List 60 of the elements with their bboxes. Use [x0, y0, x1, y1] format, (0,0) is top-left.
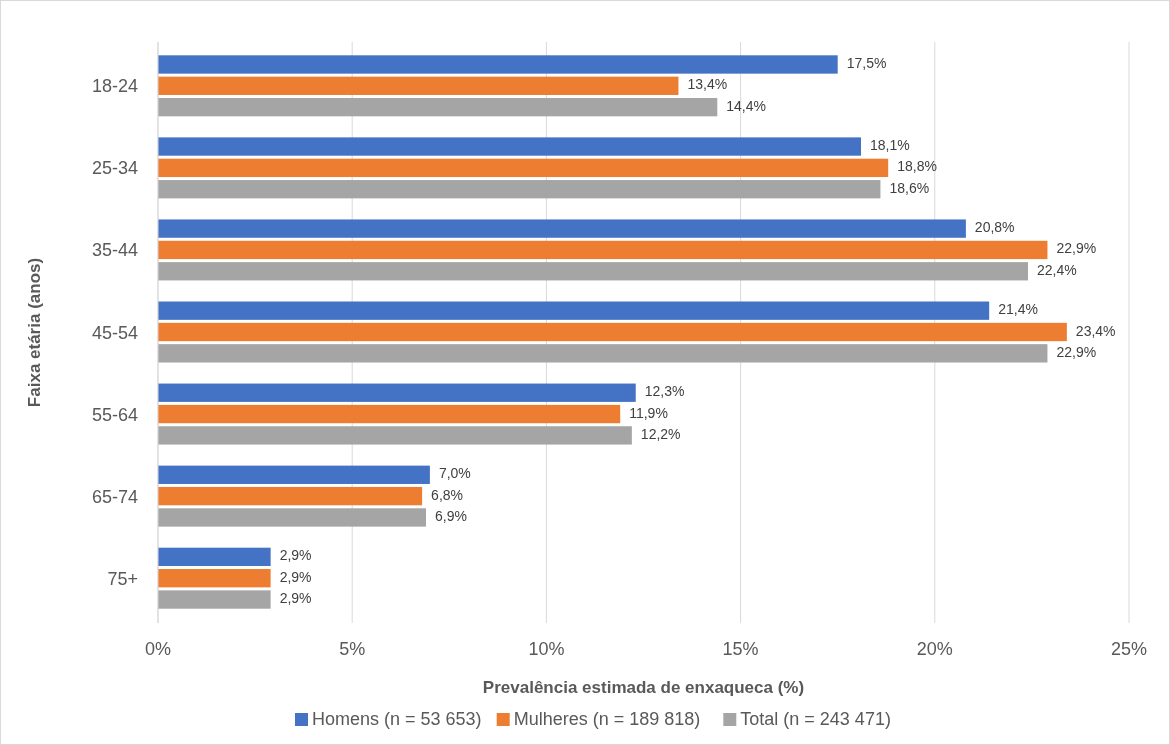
data-label: 13,4% — [687, 76, 728, 93]
data-label: 11,9% — [629, 404, 668, 421]
bar — [158, 486, 423, 506]
bar — [158, 55, 838, 74]
bar — [158, 426, 632, 445]
x-axis-title: Prevalência estimada de enxaqueca (%) — [482, 678, 805, 697]
bar — [158, 404, 621, 424]
bar — [158, 383, 636, 402]
x-tick-label: 20% — [916, 639, 953, 659]
data-label: 22,4% — [1037, 261, 1077, 278]
bar — [158, 76, 679, 95]
bar — [158, 158, 889, 178]
bar — [158, 137, 861, 156]
bar — [158, 569, 271, 588]
data-label: 7,0% — [438, 465, 471, 482]
data-label: 22,9% — [1056, 240, 1097, 257]
legend-label: Homens (n = 53 653) — [312, 709, 482, 729]
data-label: 2,9% — [279, 590, 312, 607]
bar — [158, 219, 966, 238]
data-label: 6,8% — [431, 486, 464, 503]
y-tick-label: 18-24 — [91, 76, 138, 97]
legend-label: Mulheres (n = 189 818) — [513, 709, 701, 729]
data-label: 18,6% — [889, 179, 930, 196]
bar — [158, 465, 430, 484]
bar — [158, 240, 1048, 260]
data-label: 22,9% — [1056, 343, 1097, 360]
x-tick-label: 25% — [1110, 639, 1148, 659]
bar — [158, 262, 1029, 281]
bar — [158, 344, 1048, 363]
data-label: 12,3% — [644, 383, 685, 400]
bar — [158, 547, 271, 567]
data-label: 18,8% — [897, 158, 937, 175]
legend-label: Total (n = 243 471) — [740, 709, 891, 729]
y-tick-label: 45-54 — [91, 322, 138, 343]
bar — [158, 590, 271, 609]
data-label: 18,1% — [870, 137, 910, 154]
y-tick-label: 25-34 — [91, 158, 138, 179]
data-label: 14,4% — [726, 97, 766, 114]
x-tick-label: 5% — [339, 639, 366, 659]
data-label: 2,9% — [279, 568, 312, 585]
data-label: 2,9% — [279, 547, 312, 564]
bar — [158, 180, 881, 199]
data-label: 17,5% — [846, 54, 887, 71]
data-label: 20,8% — [974, 219, 1015, 236]
y-axis-title: Faixa etária (anos) — [25, 257, 44, 408]
bar — [158, 301, 990, 320]
data-label: 21,4% — [998, 301, 1038, 318]
y-tick-label: 35-44 — [91, 240, 138, 261]
x-tick-label: 10% — [528, 639, 565, 659]
data-label: 6,9% — [435, 507, 467, 524]
bar — [158, 508, 426, 527]
data-label: 23,4% — [1075, 322, 1116, 339]
x-tick-label: 15% — [722, 639, 759, 659]
bar — [158, 322, 1067, 342]
y-tick-label: 55-64 — [91, 404, 138, 425]
data-label: 12,2% — [640, 425, 681, 442]
x-tick-label: 0% — [144, 639, 172, 659]
y-tick-label: 75+ — [107, 568, 138, 589]
y-tick-label: 65-74 — [91, 486, 138, 507]
bar — [158, 97, 718, 117]
